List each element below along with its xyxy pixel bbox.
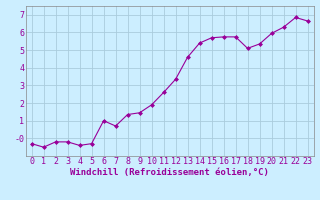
X-axis label: Windchill (Refroidissement éolien,°C): Windchill (Refroidissement éolien,°C)	[70, 168, 269, 177]
